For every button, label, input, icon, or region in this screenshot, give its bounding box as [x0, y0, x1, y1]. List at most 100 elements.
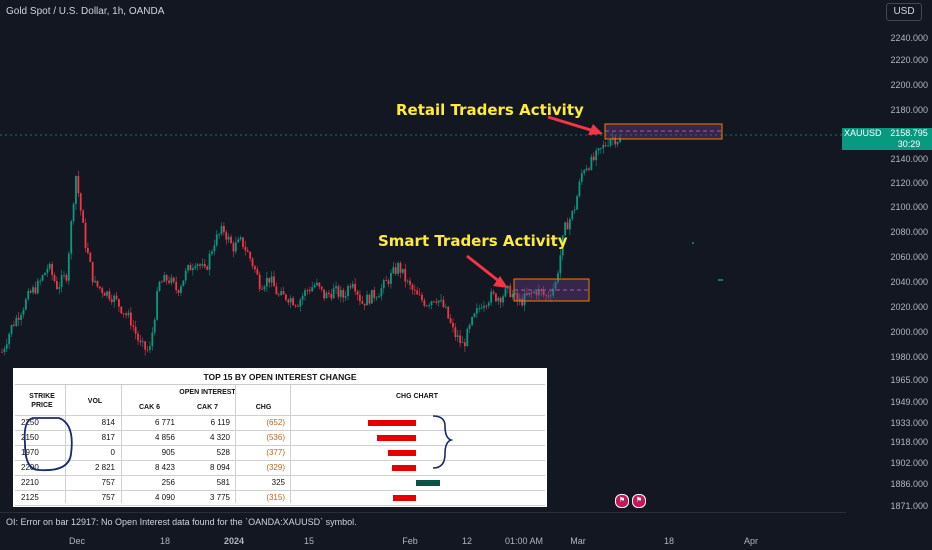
- candle-body: [423, 300, 426, 306]
- candle-body: [421, 294, 423, 301]
- candle-body: [196, 264, 199, 267]
- candle-body: [597, 148, 600, 151]
- candle-body: [67, 253, 70, 281]
- candle-body: [79, 193, 82, 211]
- symbol-label: XAUUSD: [844, 128, 882, 138]
- y-tick-label: 2180.000: [890, 105, 928, 115]
- candle-body: [573, 209, 576, 211]
- event-flag-2[interactable]: ⚑: [632, 494, 646, 508]
- candle-body: [619, 137, 621, 143]
- event-flag-1[interactable]: ⚑: [615, 494, 629, 508]
- candle-body: [332, 288, 335, 299]
- candle-body: [425, 305, 428, 307]
- candle-body: [110, 299, 113, 303]
- candle-body: [282, 291, 285, 295]
- candle-body: [323, 289, 326, 299]
- candle-body: [385, 280, 388, 282]
- candle-body: [530, 292, 533, 294]
- candle-body: [561, 235, 564, 256]
- candle-body: [449, 318, 452, 323]
- candle-body: [347, 286, 349, 297]
- candle-body: [177, 290, 180, 293]
- candle-body: [184, 270, 187, 281]
- y-tick-label: 2200.000: [890, 80, 928, 90]
- candle-body: [246, 250, 249, 252]
- x-tick-label: Dec: [68, 536, 86, 546]
- candle-body: [600, 148, 602, 149]
- candle-body: [459, 335, 462, 343]
- candle-body: [51, 264, 54, 276]
- candle-body: [249, 251, 252, 259]
- candle-body: [518, 298, 521, 302]
- candle-body: [437, 300, 440, 303]
- candle-body: [375, 297, 378, 299]
- candle-body: [454, 327, 457, 338]
- candle-body: [63, 274, 65, 276]
- candle-body: [163, 275, 166, 283]
- retail-traders-annotation: Retail Traders Activity: [396, 101, 584, 119]
- candle-body: [294, 305, 297, 307]
- candle-body: [356, 291, 359, 295]
- candle-body: [270, 276, 273, 283]
- candle-body: [254, 266, 256, 270]
- y-tick-label: 2000.000: [890, 327, 928, 337]
- candle-body: [89, 252, 92, 262]
- candle-body: [487, 302, 490, 306]
- candle-body: [75, 175, 77, 205]
- y-tick-label: 2120.000: [890, 178, 928, 188]
- candle-body: [475, 308, 478, 314]
- chart-title: Gold Spot / U.S. Dollar, 1h, OANDA: [6, 6, 165, 17]
- candle-body: [3, 348, 6, 352]
- brace-mark: [432, 415, 454, 469]
- cell-cak7: 581: [216, 478, 230, 487]
- candle-body: [399, 263, 402, 273]
- y-tick-label: 2100.000: [890, 202, 928, 212]
- candle-body: [103, 292, 106, 296]
- candle-body: [578, 181, 581, 197]
- candle-body: [444, 306, 447, 308]
- candle-body: [614, 137, 617, 145]
- cell-strike: 2250: [21, 418, 39, 427]
- candle-body: [535, 291, 538, 296]
- candle-body: [203, 264, 206, 267]
- x-tick-label: 18: [159, 536, 171, 546]
- smart-traders-annotation: Smart Traders Activity: [378, 232, 568, 250]
- candle-body: [607, 145, 609, 147]
- candle-body: [461, 342, 464, 344]
- symbol-price-label: XAUUSD: [842, 128, 886, 150]
- candle-body: [568, 219, 571, 230]
- candle-body: [442, 299, 445, 308]
- candle-body: [211, 251, 213, 254]
- candle-body: [223, 225, 225, 233]
- candle-body: [149, 346, 151, 350]
- chg-bar: [391, 465, 416, 471]
- candle-body: [435, 301, 438, 303]
- candle-body: [511, 293, 514, 298]
- candle-body: [175, 281, 178, 291]
- retail-arrow: [547, 115, 603, 135]
- candle-body: [220, 225, 223, 234]
- candle-body: [492, 291, 495, 294]
- candle-body: [392, 267, 395, 274]
- candle-body: [5, 344, 8, 349]
- candle-body: [215, 234, 218, 246]
- currency-button[interactable]: USD: [886, 3, 922, 21]
- candle-body: [378, 296, 380, 298]
- candle-body: [191, 268, 194, 271]
- candle-body: [156, 290, 158, 320]
- cell-cak6: 6 771: [154, 418, 175, 427]
- header-cak7: CAK 7: [196, 404, 218, 411]
- candle-body: [165, 275, 168, 281]
- candle-body: [277, 294, 280, 296]
- candle-body: [125, 313, 127, 316]
- cell-cak6: 256: [161, 478, 175, 487]
- y-tick-label: 2140.000: [890, 154, 928, 164]
- candle-body: [86, 248, 89, 253]
- candle-body: [468, 324, 471, 329]
- candle-body: [34, 287, 37, 294]
- row-divider: [15, 490, 545, 491]
- candle-body: [118, 299, 120, 307]
- candle-body: [359, 294, 361, 302]
- cell-cak6: 4 856: [154, 433, 175, 442]
